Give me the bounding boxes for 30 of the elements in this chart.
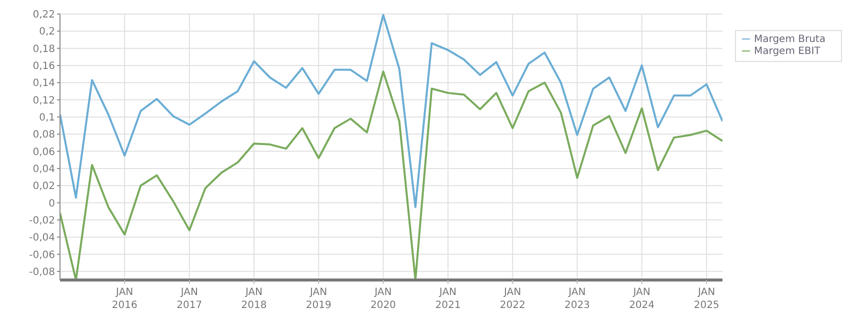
line-series [60, 70, 723, 280]
y-tick-label: 0,2 [39, 26, 55, 38]
y-tick-label: 0,08 [32, 130, 55, 141]
x-tick-label: JAN 2021 [435, 287, 461, 311]
y-tick-label: -0,02 [29, 215, 55, 226]
y-tick-label: 0,02 [32, 181, 55, 192]
x-tick-label: JAN 2022 [500, 287, 526, 311]
y-tick-label: 0,22 [32, 10, 55, 21]
y-tick-label: 0,06 [32, 146, 55, 158]
x-tick-label: JAN 2018 [241, 287, 267, 311]
y-tick-label: 0,18 [32, 44, 55, 55]
y-tick-label: 0,04 [32, 164, 55, 175]
x-tick-label: JAN 2019 [306, 287, 332, 311]
x-tick-label: JAN 2016 [112, 287, 138, 311]
x-tick-label: JAN 2024 [629, 287, 655, 311]
legend-label: Margem Bruta [754, 34, 826, 45]
y-tick-label: 0,14 [32, 78, 55, 90]
legend-label: Margem EBIT [754, 46, 820, 57]
x-tick-label: JAN 2017 [176, 287, 202, 311]
x-tick-label: JAN 2025 [694, 287, 720, 311]
y-tick-label: -0,04 [29, 232, 55, 244]
y-tick-label: -0,08 [29, 266, 55, 278]
y-tick-label: -0,06 [29, 250, 55, 261]
y-tick-label: 0,1 [39, 112, 55, 124]
y-tick-label: 0,12 [32, 95, 55, 106]
line-series [60, 14, 723, 208]
x-tick-label: JAN 2023 [564, 287, 590, 311]
y-tick-label: 0,16 [32, 61, 55, 72]
x-tick-label: JAN 2020 [370, 287, 396, 311]
y-tick-label: 0 [48, 198, 55, 210]
